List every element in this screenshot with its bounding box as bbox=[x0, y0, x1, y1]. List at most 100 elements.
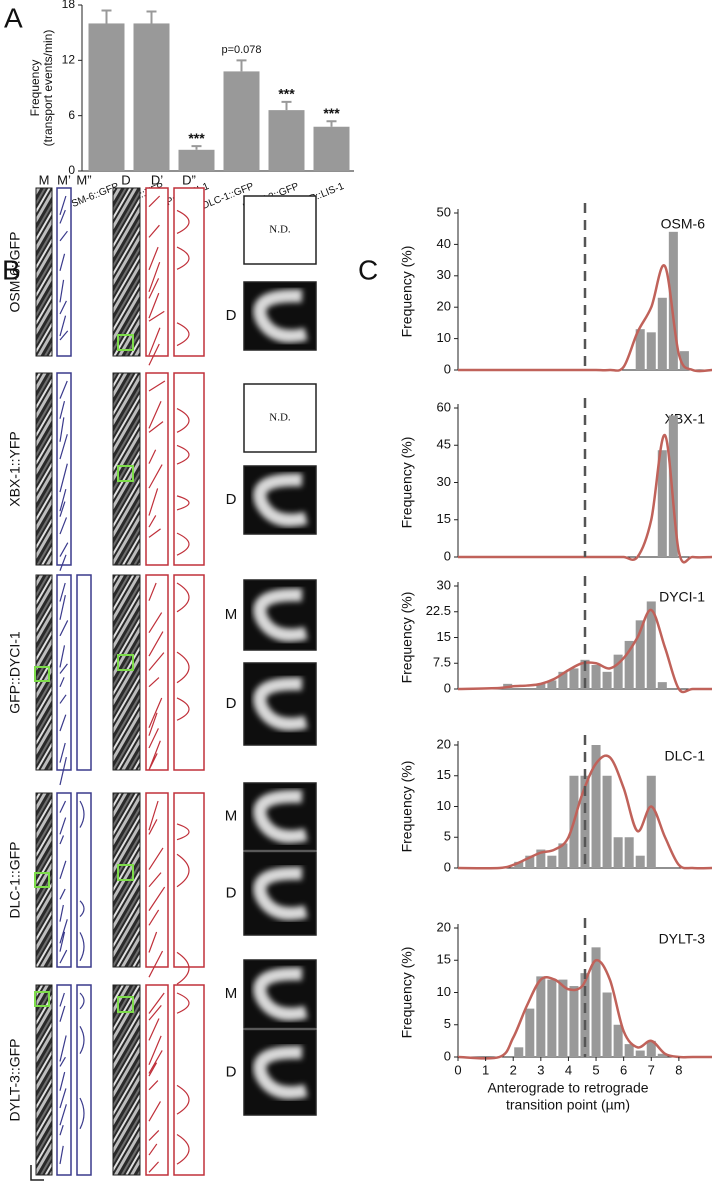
kymograph-schematic bbox=[173, 574, 205, 771]
kymograph-schematic bbox=[173, 984, 205, 1176]
column-header: D’ bbox=[151, 172, 163, 187]
histogram-bar bbox=[591, 664, 601, 689]
kymograph-schematic bbox=[76, 984, 92, 1176]
kymograph-schematic bbox=[56, 984, 72, 1176]
x-axis-label: transition point (µm) bbox=[506, 1097, 630, 1113]
kymograph-schematic bbox=[76, 574, 92, 771]
row-label: XBX-1::YFP bbox=[7, 431, 23, 506]
histogram-bar bbox=[558, 979, 568, 1057]
y-tick-label: 5 bbox=[444, 829, 451, 844]
roi-box bbox=[117, 996, 134, 1013]
x-tick-label: 2 bbox=[510, 1062, 517, 1077]
chart-title: DLC-1 bbox=[665, 748, 706, 764]
kymograph-trace bbox=[176, 992, 190, 1165]
kymograph-trace bbox=[148, 800, 166, 978]
histogram-bar bbox=[657, 1053, 667, 1057]
kymograph-trace bbox=[176, 408, 190, 556]
not-determined: N.D. bbox=[269, 224, 291, 236]
y-tick-label: 10 bbox=[437, 798, 451, 813]
histogram-bar bbox=[635, 1050, 645, 1057]
not-determined-box bbox=[243, 383, 317, 453]
y-tick-label: 20 bbox=[437, 736, 451, 751]
histogram-bar bbox=[602, 775, 612, 868]
histogram-bar bbox=[591, 947, 601, 1057]
zoom-label: D bbox=[226, 695, 237, 712]
zoom-label: D bbox=[226, 884, 237, 901]
fit-curve bbox=[457, 754, 713, 870]
panel-label: C bbox=[358, 254, 378, 285]
roi-box bbox=[34, 991, 50, 1007]
histogram-bar bbox=[602, 992, 612, 1057]
histogram-bar bbox=[646, 332, 656, 370]
y-tick-label: 20 bbox=[437, 299, 451, 314]
histogram-bar bbox=[536, 849, 546, 868]
kymograph-trace bbox=[59, 992, 67, 1165]
y-tick-label: 10 bbox=[437, 330, 451, 345]
zoom-image bbox=[243, 851, 317, 936]
y-tick-label: 15 bbox=[437, 511, 451, 526]
histogram-bar bbox=[536, 976, 546, 1057]
kymograph-trace bbox=[148, 380, 166, 538]
error-bar bbox=[326, 120, 337, 127]
histogram-bar bbox=[569, 986, 579, 1057]
histogram-bar bbox=[646, 775, 656, 868]
x-tick-label: 3 bbox=[537, 1062, 544, 1077]
y-tick-label: 15 bbox=[437, 767, 451, 782]
y-tick-label: 15 bbox=[437, 952, 451, 967]
y-tick-label: 30 bbox=[437, 267, 451, 282]
kymograph-image bbox=[112, 574, 141, 771]
kymograph-schematic bbox=[145, 187, 169, 357]
y-tick-label: 0 bbox=[444, 1048, 451, 1063]
chart-title: DYLT-3 bbox=[659, 931, 706, 947]
panel-label: A bbox=[4, 2, 23, 33]
error-bar bbox=[101, 9, 112, 24]
kymograph-trace bbox=[148, 582, 165, 771]
row-label: OSM-6::GFP bbox=[7, 232, 23, 313]
kymograph-trace bbox=[59, 195, 69, 341]
zoom-label: D bbox=[226, 1063, 237, 1080]
fit-curve bbox=[457, 434, 713, 564]
x-axis-label: Anterograde to retrograde bbox=[487, 1080, 648, 1096]
histogram-bar bbox=[514, 1047, 524, 1057]
y-tick-label: 0 bbox=[444, 361, 451, 376]
histogram-bar bbox=[635, 855, 645, 868]
error-bar bbox=[281, 100, 292, 111]
zoom-label: D bbox=[226, 491, 237, 508]
y-tick-label: 15 bbox=[437, 629, 451, 644]
y-tick-label: 7.5 bbox=[433, 655, 451, 670]
kymograph-trace bbox=[79, 800, 85, 962]
kymograph-trace bbox=[59, 800, 68, 964]
x-tick-label: 8 bbox=[675, 1062, 682, 1077]
zoom-label: M bbox=[225, 606, 238, 623]
not-determined-box bbox=[243, 195, 317, 265]
error-bar bbox=[146, 10, 157, 24]
roi-box bbox=[34, 872, 50, 888]
chart-title: OSM-6 bbox=[661, 216, 706, 232]
y-tick-label: 0 bbox=[68, 163, 75, 177]
histogram-bar bbox=[613, 1024, 623, 1057]
error-bar bbox=[236, 59, 247, 72]
y-tick-label: 0 bbox=[444, 548, 451, 563]
histogram-bar bbox=[602, 671, 612, 689]
zoom-signal bbox=[253, 588, 308, 642]
roi-box bbox=[117, 334, 134, 351]
kymograph-schematic bbox=[145, 372, 169, 566]
histogram-bar bbox=[624, 837, 634, 868]
fit-curve bbox=[457, 608, 712, 694]
x-tick-label: 0 bbox=[454, 1062, 461, 1077]
kymograph-trace bbox=[148, 195, 165, 366]
histogram-bar bbox=[525, 1008, 535, 1057]
y-tick-label: 40 bbox=[437, 236, 451, 251]
kymograph-trace bbox=[79, 992, 85, 1130]
x-tick-label: 4 bbox=[565, 1062, 572, 1077]
histogram-bar bbox=[547, 979, 557, 1057]
y-tick-label: 45 bbox=[437, 437, 451, 452]
zoom-label: M bbox=[225, 807, 238, 824]
row-label: DLC-1::GFP bbox=[7, 841, 23, 918]
annotation: *** bbox=[323, 105, 340, 121]
y-axis-label: Frequency bbox=[28, 60, 42, 117]
histogram-bar bbox=[657, 297, 667, 370]
x-tick-label: 5 bbox=[592, 1062, 599, 1077]
y-tick-label: 10 bbox=[437, 984, 451, 999]
y-tick-label: 0 bbox=[444, 859, 451, 874]
